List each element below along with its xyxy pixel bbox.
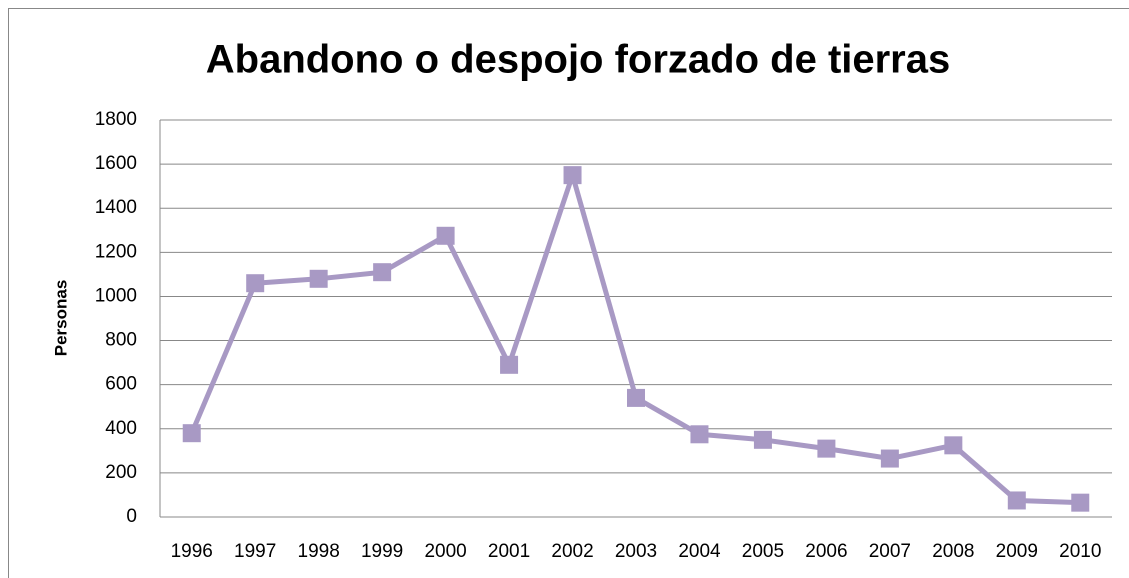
x-tick-label: 1998	[298, 541, 340, 562]
x-tick-label: 2003	[615, 541, 657, 562]
x-tick-label: 2008	[932, 541, 974, 562]
chart-frame	[8, 8, 1129, 578]
marker	[880, 449, 899, 468]
chart-title: Abandono o despojo forzado de tierras	[206, 38, 951, 82]
y-tick-label: 0	[126, 506, 137, 527]
marker	[690, 425, 709, 444]
marker	[436, 226, 455, 245]
x-tick-label: 2000	[424, 541, 466, 562]
y-axis-title: Personas	[51, 280, 70, 357]
y-tick-label: 1200	[95, 241, 137, 262]
marker	[246, 274, 265, 293]
x-tick-label: 1999	[361, 541, 403, 562]
y-tick-label: 1600	[95, 153, 137, 174]
marker	[817, 439, 836, 458]
marker	[182, 424, 201, 443]
x-tick-label: 2002	[551, 541, 593, 562]
x-tick-label: 1997	[234, 541, 276, 562]
marker	[309, 269, 328, 288]
y-tick-label: 200	[105, 462, 137, 483]
marker	[500, 355, 519, 374]
marker	[753, 430, 772, 449]
x-tick-label: 2006	[805, 541, 847, 562]
marker	[1007, 491, 1026, 510]
x-tick-label: 2009	[996, 541, 1038, 562]
y-tick-label: 800	[105, 330, 137, 351]
marker	[944, 436, 963, 455]
marker	[373, 263, 392, 282]
x-tick-label: 2007	[869, 541, 911, 562]
y-tick-label: 400	[105, 418, 137, 439]
x-tick-label: 2001	[488, 541, 530, 562]
x-tick-label: 2005	[742, 541, 784, 562]
y-tick-label: 1800	[95, 109, 137, 130]
marker	[627, 388, 645, 407]
x-tick-label: 1996	[171, 541, 213, 562]
y-tick-label: 600	[105, 374, 137, 395]
y-tick-label: 1000	[95, 285, 137, 306]
marker	[563, 166, 582, 185]
x-tick-label: 2010	[1059, 541, 1101, 562]
marker	[1071, 493, 1090, 512]
x-tick-label: 2004	[678, 541, 721, 562]
y-tick-label: 1400	[95, 197, 137, 218]
